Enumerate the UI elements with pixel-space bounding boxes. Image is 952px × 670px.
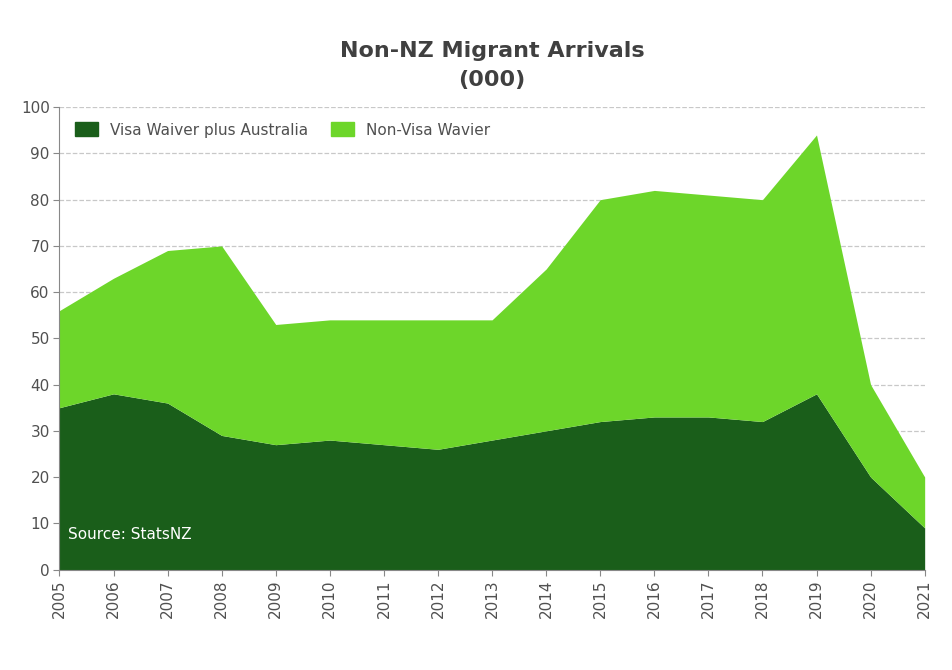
Title: Non-NZ Migrant Arrivals
(000): Non-NZ Migrant Arrivals (000): [339, 41, 644, 90]
Text: Source: StatsNZ: Source: StatsNZ: [68, 527, 191, 542]
Legend: Visa Waiver plus Australia, Non-Visa Wavier: Visa Waiver plus Australia, Non-Visa Wav…: [67, 115, 497, 145]
